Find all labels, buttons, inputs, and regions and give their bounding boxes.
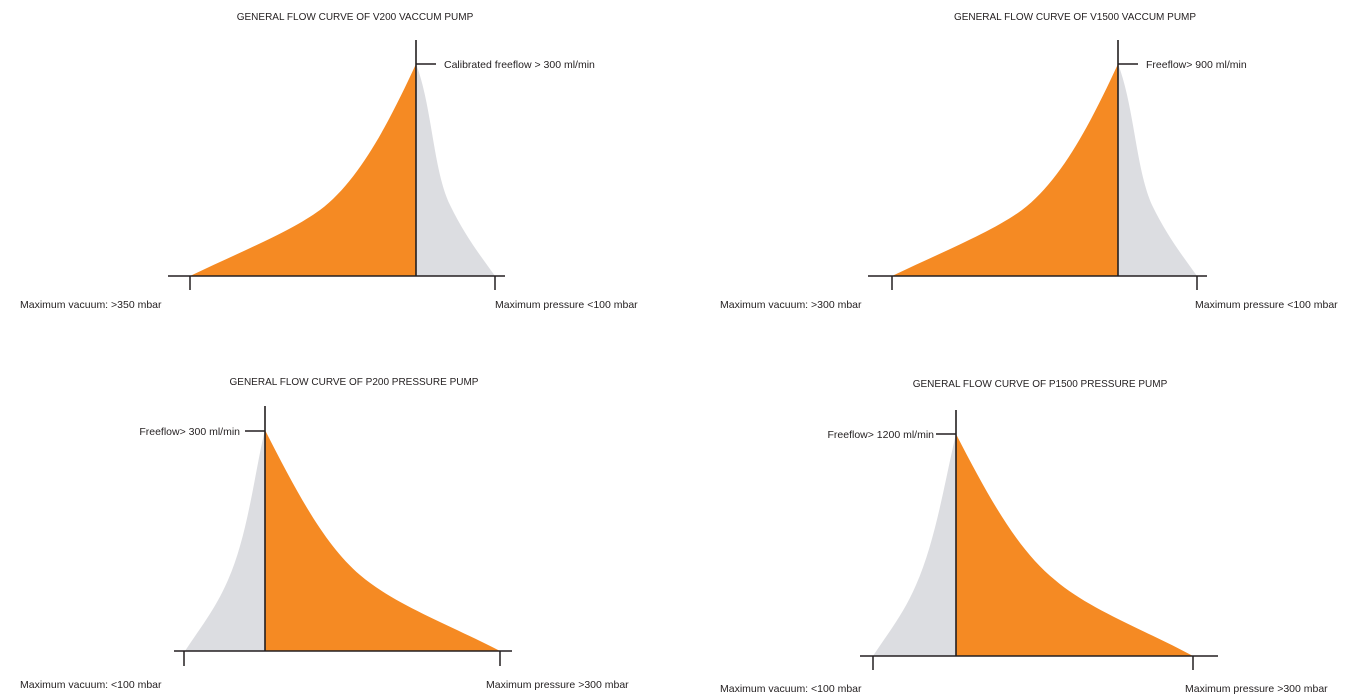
freeflow-annotation: Freeflow> 1200 ml/min	[827, 429, 934, 441]
chart-title: GENERAL FLOW CURVE OF V200 VACCUM PUMP	[237, 12, 474, 23]
right-axis-label: Maximum pressure >300 mbar	[1185, 683, 1328, 695]
right-axis-label: Maximum pressure <100 mbar	[1195, 299, 1338, 311]
grey-region	[1118, 64, 1197, 276]
orange-region	[956, 434, 1193, 656]
chart-title: GENERAL FLOW CURVE OF P200 PRESSURE PUMP	[230, 377, 479, 388]
orange-region	[265, 430, 500, 651]
chart-v1500-vacuum: GENERAL FLOW CURVE OF V1500 VACCUM PUMP …	[720, 12, 1338, 311]
left-axis-label: Maximum vacuum: <100 mbar	[720, 683, 862, 695]
freeflow-annotation: Calibrated freeflow > 300 ml/min	[444, 59, 595, 71]
left-axis-label: Maximum vacuum: <100 mbar	[20, 679, 162, 691]
right-axis-label: Maximum pressure <100 mbar	[495, 299, 638, 311]
chart-title: GENERAL FLOW CURVE OF V1500 VACCUM PUMP	[954, 12, 1196, 23]
right-axis-label: Maximum pressure >300 mbar	[486, 679, 629, 691]
left-axis-label: Maximum vacuum: >350 mbar	[20, 299, 162, 311]
chart-p1500-pressure: GENERAL FLOW CURVE OF P1500 PRESSURE PUM…	[720, 379, 1328, 695]
left-axis-label: Maximum vacuum: >300 mbar	[720, 299, 862, 311]
chart-p200-pressure: GENERAL FLOW CURVE OF P200 PRESSURE PUMP…	[20, 377, 629, 691]
freeflow-annotation: Freeflow> 300 ml/min	[139, 426, 240, 438]
grey-region	[416, 64, 495, 276]
orange-region	[892, 64, 1118, 276]
orange-region	[190, 64, 416, 276]
grey-region	[873, 434, 956, 656]
chart-v200-vacuum: GENERAL FLOW CURVE OF V200 VACCUM PUMP C…	[20, 12, 638, 311]
freeflow-annotation: Freeflow> 900 ml/min	[1146, 59, 1247, 71]
chart-title: GENERAL FLOW CURVE OF P1500 PRESSURE PUM…	[913, 379, 1168, 390]
grey-region	[185, 430, 265, 651]
